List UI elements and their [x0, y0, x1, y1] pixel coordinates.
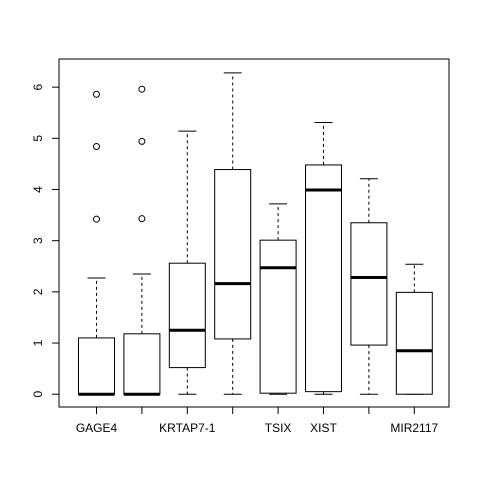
y-tick-label: 3 [31, 237, 45, 244]
outlier-point [138, 85, 146, 93]
y-tick-label: 0 [31, 391, 45, 398]
y-tick-label: 5 [31, 135, 45, 142]
outlier-point [138, 137, 146, 145]
box-group [78, 90, 115, 396]
box-iqr [305, 164, 342, 393]
box-group [214, 72, 252, 395]
outlier-point [93, 90, 100, 98]
outlier-point [138, 215, 146, 223]
box-iqr [395, 291, 433, 395]
box-iqr [214, 169, 252, 340]
x-tick-label: MIR2117 [390, 421, 438, 435]
x-tick-label: TSIX [265, 421, 292, 435]
y-axis: 0 1 2 3 4 5 6 [31, 83, 60, 398]
box-series [78, 72, 433, 396]
plot-frame [58, 58, 450, 408]
y-tick-label: 4 [31, 186, 45, 193]
x-axis: GAGE4 KRTAP7-1 TSIX XIST MIR2117 [76, 406, 439, 435]
x-tick-label: KRTAP7-1 [159, 421, 216, 435]
y-tick-label: 2 [31, 288, 45, 295]
box-group [123, 85, 161, 396]
box-iqr [78, 337, 115, 395]
box-iqr [350, 222, 388, 346]
box-group [395, 263, 433, 395]
box-group [305, 121, 342, 395]
box-iqr [259, 239, 297, 394]
outlier-point [93, 215, 100, 223]
x-tick-label: GAGE4 [76, 421, 118, 435]
x-tick-label: XIST [310, 421, 337, 435]
box-group [350, 178, 388, 395]
y-tick-label: 1 [31, 339, 45, 346]
box-iqr [168, 262, 206, 369]
box-group [168, 130, 206, 395]
y-tick-label: 6 [31, 83, 45, 90]
box-iqr [123, 333, 161, 395]
box-group [259, 203, 297, 395]
outlier-point [93, 143, 100, 151]
